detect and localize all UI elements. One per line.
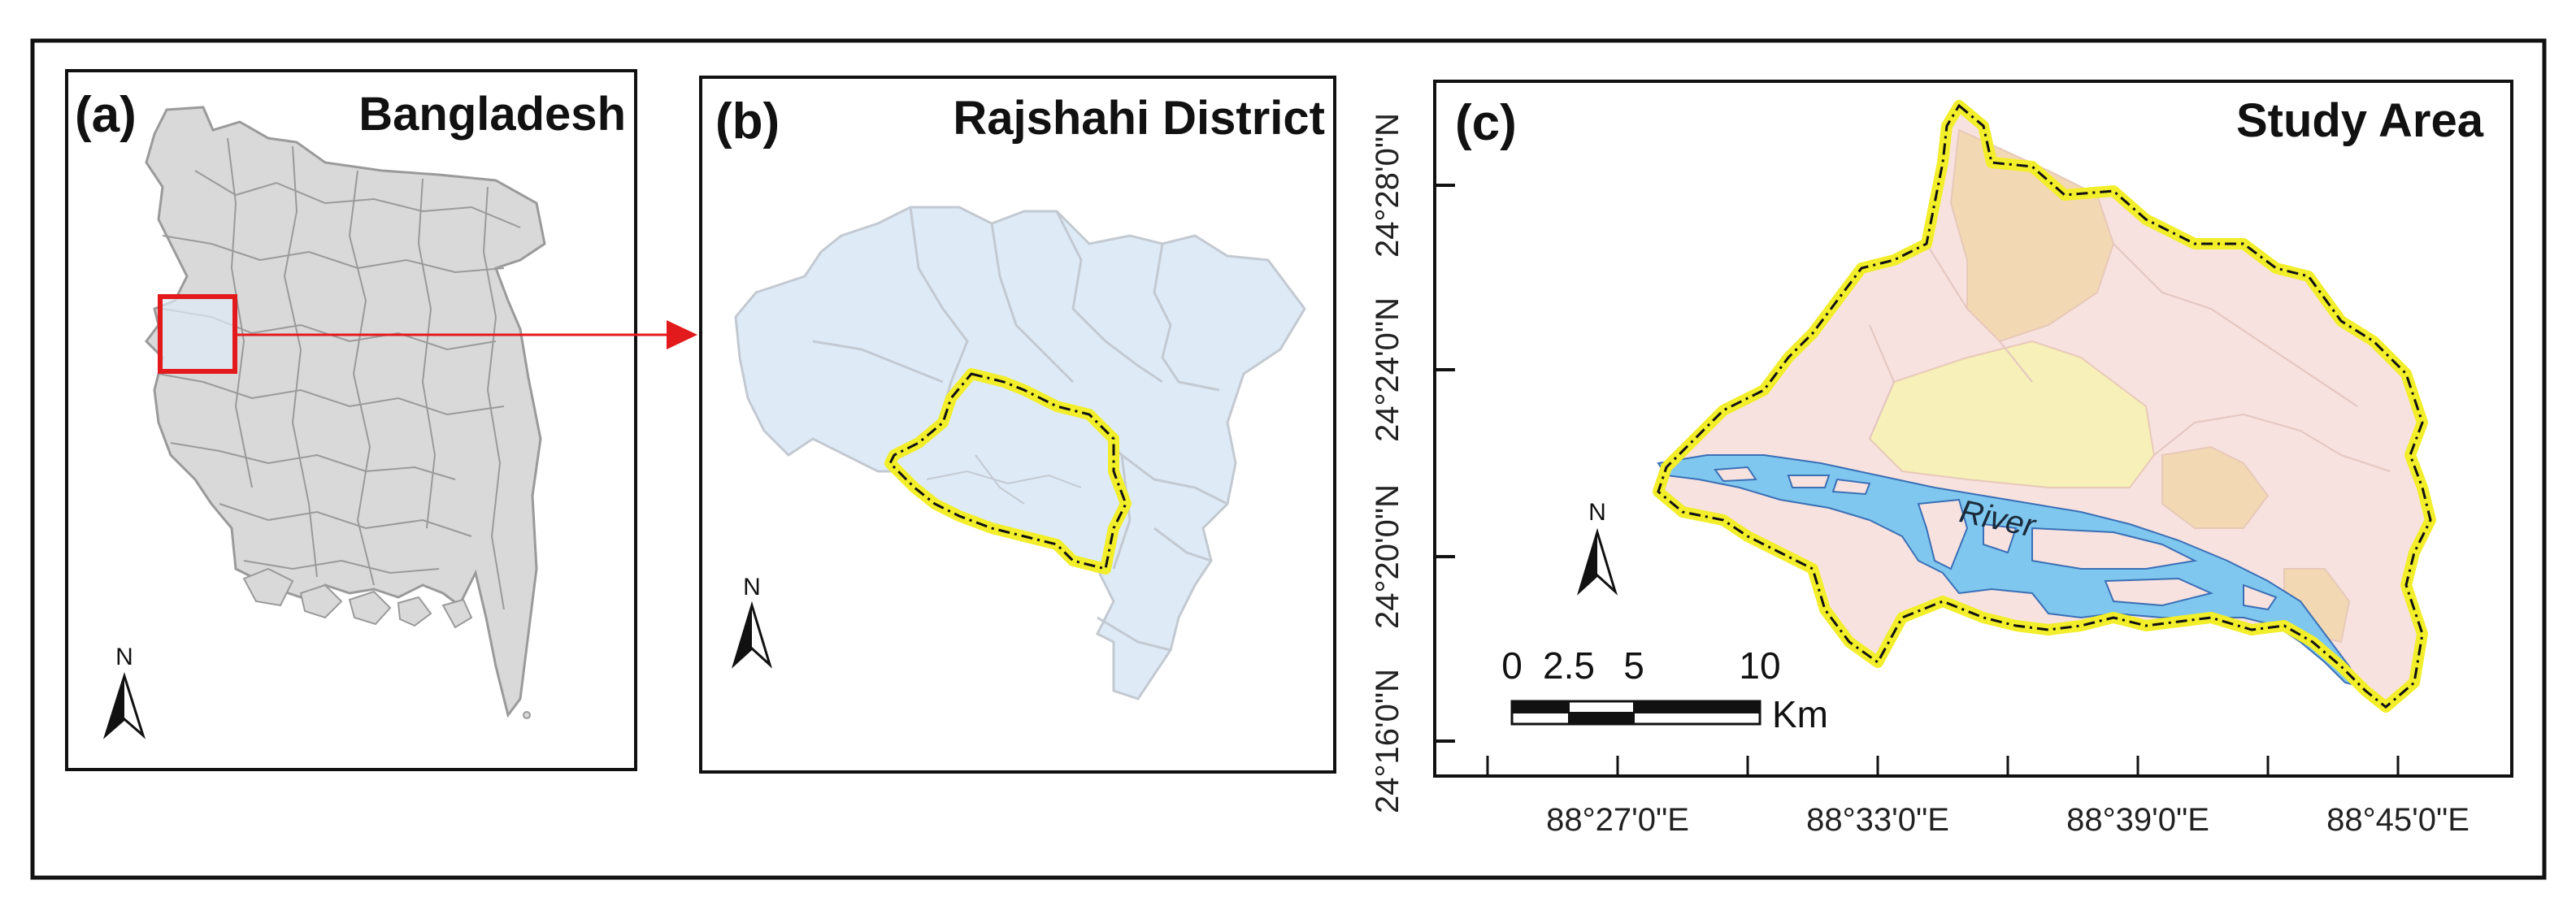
scale-bar-outline — [1510, 700, 1761, 726]
scale-segment-5 — [1569, 713, 1634, 724]
inset-connector-arrow — [235, 320, 697, 349]
lat-label-1: 24°28'0"N — [1370, 113, 1405, 258]
district-upazila-lines — [812, 206, 1228, 652]
lat-label-2: 24°24'0"N — [1370, 297, 1405, 442]
study-area-boundary — [1657, 103, 2432, 709]
north-arrow-a: N — [102, 644, 146, 739]
connector-arrowhead — [667, 320, 697, 349]
scale-tick-2-5: 2.5 — [1543, 644, 1595, 687]
panel-c: (c) Study Area 24°28'0"N 24°24'0"N 24°20… — [1370, 80, 2513, 838]
scale-bar: 0 2.5 5 10 Km — [1501, 644, 1828, 735]
panel-b-title: Rajshahi District — [953, 92, 1325, 145]
panel-b: (b) Rajshahi District — [699, 76, 1336, 774]
panel-a-title: Bangladesh — [358, 88, 626, 141]
scale-segment-2 — [1568, 700, 1635, 713]
upazila-orange-east — [2161, 445, 2270, 529]
panel-b-label: (b) — [715, 93, 780, 150]
rajshahi-district-map — [734, 206, 1306, 700]
north-arrow-c-letter: N — [1588, 499, 1606, 526]
north-arrow-c-shade — [1579, 532, 1597, 592]
panel-c-label: (c) — [1455, 95, 1517, 151]
panel-c-title: Study Area — [2236, 94, 2484, 147]
longitude-axis: 88°27'0"E 88°33'0"E 88°39'0"E 88°45'0"E — [1486, 756, 2470, 838]
upazila-orange-north — [1949, 128, 2115, 343]
north-arrow-b: N — [732, 574, 772, 669]
sundarbans-islands — [242, 567, 531, 719]
scale-segment-1 — [1512, 701, 1569, 713]
lat-label-4: 24°16'0"N — [1370, 669, 1405, 813]
district-study-area-outline — [888, 372, 1127, 570]
study-area-map: River — [1653, 100, 2436, 713]
north-arrow-b-shade — [734, 605, 752, 665]
latitude-axis: 24°28'0"N 24°24'0"N 24°20'0"N 24°16'0"N — [1370, 113, 1455, 813]
panel-a-label: (a) — [75, 87, 137, 143]
scale-tick-0: 0 — [1501, 644, 1523, 687]
scale-segment-3 — [1634, 701, 1760, 713]
scale-unit: Km — [1772, 693, 1828, 735]
scale-segment-4 — [1511, 712, 1570, 725]
bangladesh-map — [145, 106, 546, 719]
scale-tick-5: 5 — [1623, 644, 1644, 687]
north-arrow-c: N — [1577, 499, 1618, 596]
lon-label-4: 88°45'0"E — [2326, 802, 2470, 838]
scale-segment-6 — [1633, 712, 1761, 725]
lon-label-3: 88°39'0"E — [2066, 802, 2209, 838]
study-area-inner-lines — [926, 454, 1082, 505]
inset-marker-rajshahi — [158, 294, 237, 374]
lon-label-2: 88°33'0"E — [1806, 802, 1949, 838]
north-arrow-a-letter: N — [115, 644, 133, 670]
lon-label-1: 88°27'0"E — [1546, 802, 1689, 838]
north-arrow-b-letter: N — [743, 574, 761, 601]
scale-tick-10: 10 — [1739, 644, 1780, 687]
north-arrow-a-shade — [106, 676, 124, 735]
panel-a: (a) Bangladesh — [65, 69, 637, 771]
lat-label-3: 24°20'0"N — [1370, 484, 1405, 629]
river-sandbars — [1714, 466, 2278, 611]
study-upazila-lines — [1869, 243, 2391, 472]
